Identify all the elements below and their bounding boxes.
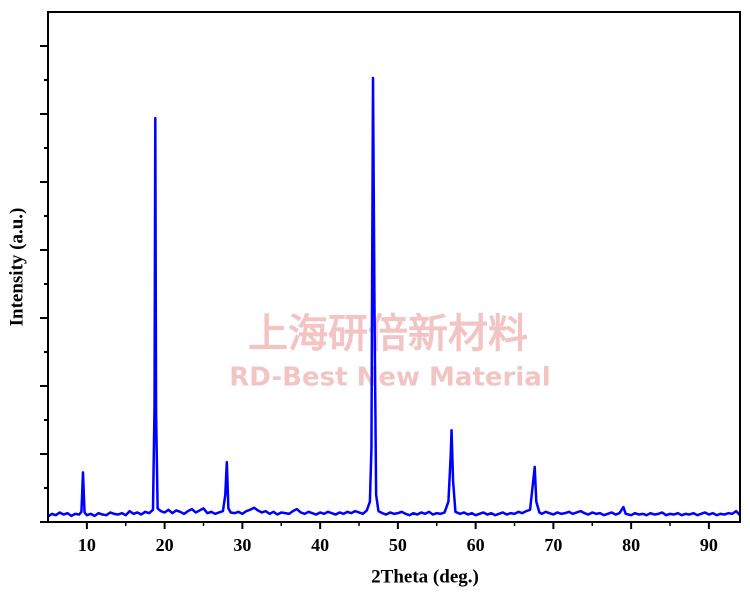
x-tick-label: 50: [389, 535, 407, 555]
x-tick-label: 60: [467, 535, 485, 555]
watermark: 上海研倍新材料: [248, 311, 528, 357]
y-axis-label: Intensity (a.u.): [6, 208, 27, 327]
x-tick-label: 40: [311, 535, 329, 555]
data-line: [47, 76, 741, 518]
x-tick-label: 80: [622, 535, 640, 555]
x-tick-label: 70: [544, 535, 562, 555]
x-axis-label: 2Theta (deg.): [371, 566, 479, 587]
watermark: RD-Best New Material: [229, 363, 550, 393]
x-tick-label: 10: [78, 535, 96, 555]
x-tick-label: 20: [156, 535, 174, 555]
plot-frame: [47, 11, 741, 523]
x-tick-label: 90: [700, 535, 718, 555]
x-tick-label: 30: [233, 535, 251, 555]
